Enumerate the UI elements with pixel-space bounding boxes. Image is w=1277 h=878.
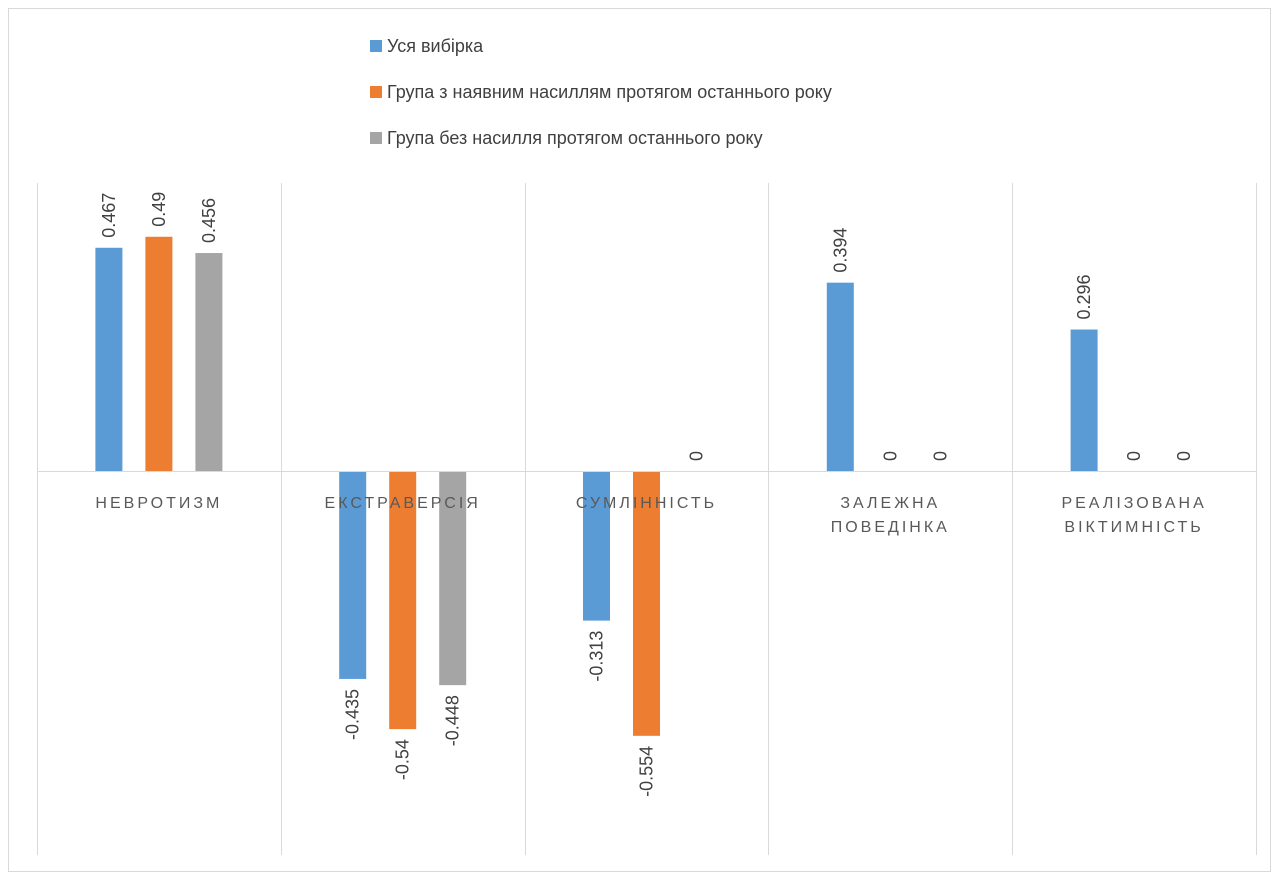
bar-s0-c0 (95, 247, 123, 471)
legend-item-whole-sample: Уся вибірка (370, 34, 832, 58)
bar-s0-c3 (826, 282, 854, 471)
chart-legend: Уся вибірка Група з наявним насиллям про… (370, 34, 832, 172)
category-label-3-line-0: ЗАЛЕЖНА (840, 495, 940, 512)
data-label-s1-c2: -0.554 (637, 746, 657, 797)
legend-label-no-violence-group: Група без насилля протягом останнього ро… (387, 127, 763, 148)
data-label-s0-c2: -0.313 (587, 631, 607, 682)
category-label-4-line-1: ВІКТИМНІСТЬ (1064, 519, 1203, 536)
bar-s1-c1 (389, 471, 417, 730)
legend-item-no-violence-group: Група без насилля протягом останнього ро… (370, 126, 832, 150)
legend-label-whole-sample: Уся вибірка (387, 35, 484, 56)
data-label-s0-c3: 0.394 (830, 228, 850, 273)
data-label-s2-c2: 0 (687, 451, 707, 461)
bar-s1-c0 (145, 236, 173, 471)
category-label-4-line-0: РЕАЛІЗОВАНА (1061, 495, 1206, 512)
bar-s1-c2 (633, 471, 660, 736)
category-label-3-line-1: ПОВЕДІНКА (831, 519, 950, 536)
legend-swatch-no-violence-group (370, 132, 382, 144)
category-label-0-line-0: НЕВРОТИЗМ (95, 495, 222, 512)
data-label-s1-c3: 0 (880, 451, 900, 461)
data-label-s0-c4: 0.296 (1074, 274, 1094, 319)
legend-item-violence-group: Група з наявним насиллям протягом останн… (370, 80, 832, 104)
bar-s0-c1 (339, 471, 367, 679)
legend-swatch-violence-group (370, 86, 382, 98)
data-label-s0-c0: 0.467 (99, 193, 119, 238)
data-label-s1-c1: -0.54 (393, 739, 413, 780)
legend-swatch-whole-sample (370, 40, 382, 52)
data-label-s2-c0: 0.456 (199, 198, 219, 243)
data-label-s1-c0: 0.49 (149, 192, 169, 227)
data-label-s2-c1: -0.448 (443, 695, 463, 746)
data-label-s1-c4: 0 (1124, 451, 1144, 461)
legend-label-violence-group: Група з наявним насиллям протягом останн… (387, 81, 832, 102)
bar-s2-c0 (195, 253, 223, 471)
data-label-s2-c4: 0 (1174, 451, 1194, 461)
data-label-s2-c3: 0 (930, 451, 950, 461)
bar-s0-c4 (1070, 329, 1098, 471)
category-label-1-line-0: ЕКСТРАВЕРСІЯ (325, 495, 481, 512)
data-label-s0-c1: -0.435 (343, 689, 363, 740)
bar-s2-c1 (439, 471, 467, 686)
category-label-2-line-0: СУМЛІННІСТЬ (576, 495, 717, 512)
bar-s0-c2 (583, 471, 610, 621)
